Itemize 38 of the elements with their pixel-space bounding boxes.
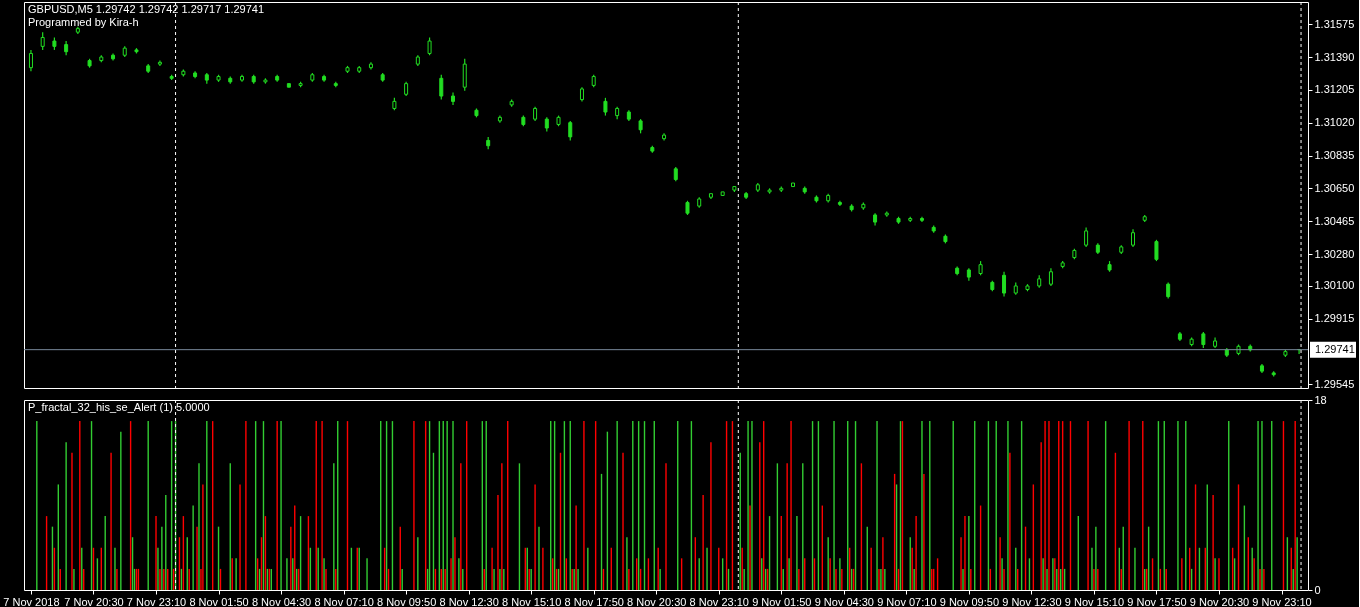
x-tick-label: 9 Nov 01:50	[752, 595, 812, 607]
y-tick-label: 1.29545	[1314, 377, 1355, 390]
y-tick-label: 1.31205	[1314, 83, 1355, 96]
chart-title: P_fractal_32_his_se_Alert (1) 5.0000	[28, 401, 210, 413]
x-tick-label: 8 Nov 04:30	[251, 595, 312, 607]
text: Programmed by Kira-h	[28, 16, 139, 28]
x-tick-label: 8 Nov 15:10	[502, 595, 562, 607]
x-tick-label: 9 Nov 15:10	[1064, 595, 1125, 607]
x-tick-label: 9 Nov 07:10	[877, 595, 937, 607]
x-tick-label: 8 Nov 20:30	[627, 595, 687, 607]
y-tick-label: 1.30100	[1314, 279, 1355, 292]
x-tick-label: 7 Nov 20:30	[64, 595, 124, 607]
x-tick-label: 9 Nov 23:10	[1252, 595, 1312, 607]
x-tick-label: 8 Nov 12:30	[439, 595, 499, 607]
y-tick-label: 1.31390	[1314, 50, 1355, 63]
x-tick-label: 7 Nov 2018	[3, 595, 60, 607]
x-tick-label: 7 Nov 23:10	[126, 595, 187, 607]
x-tick-label: 8 Nov 17:50	[564, 595, 624, 607]
y-tick-label: 1.29915	[1314, 312, 1355, 325]
x-tick-label: 8 Nov 01:50	[189, 595, 249, 607]
y-tick-label: 1.31575	[1314, 17, 1355, 30]
x-tick-label: 8 Nov 09:50	[376, 595, 437, 607]
x-tick-label: 9 Nov 17:50	[1127, 595, 1187, 607]
y-tick-label: 1.30835	[1314, 149, 1355, 162]
y-tick-label: 0	[1314, 583, 1321, 596]
y-tick-label: 1.30650	[1314, 181, 1355, 194]
y-tick-label: 1.30465	[1314, 214, 1355, 227]
x-tick-label: 9 Nov 20:30	[1189, 595, 1250, 607]
y-tick-label: 18	[1314, 393, 1327, 406]
x-tick-label: 9 Nov 12:30	[1002, 595, 1062, 607]
y-tick-label: 1.31020	[1314, 116, 1355, 129]
x-tick-label: 9 Nov 04:30	[814, 595, 874, 607]
x-tick-label: 8 Nov 07:10	[314, 595, 374, 607]
chart-title: GBPUSD,M5 1.29742 1.29742 1.29717 1.29741	[28, 3, 265, 15]
ref-line-label: 1.29741	[1315, 342, 1355, 355]
x-tick-label: 9 Nov 09:50	[939, 595, 1000, 607]
x-tick-label: 8 Nov 23:10	[689, 595, 749, 607]
y-tick-label: 1.30280	[1314, 247, 1355, 260]
